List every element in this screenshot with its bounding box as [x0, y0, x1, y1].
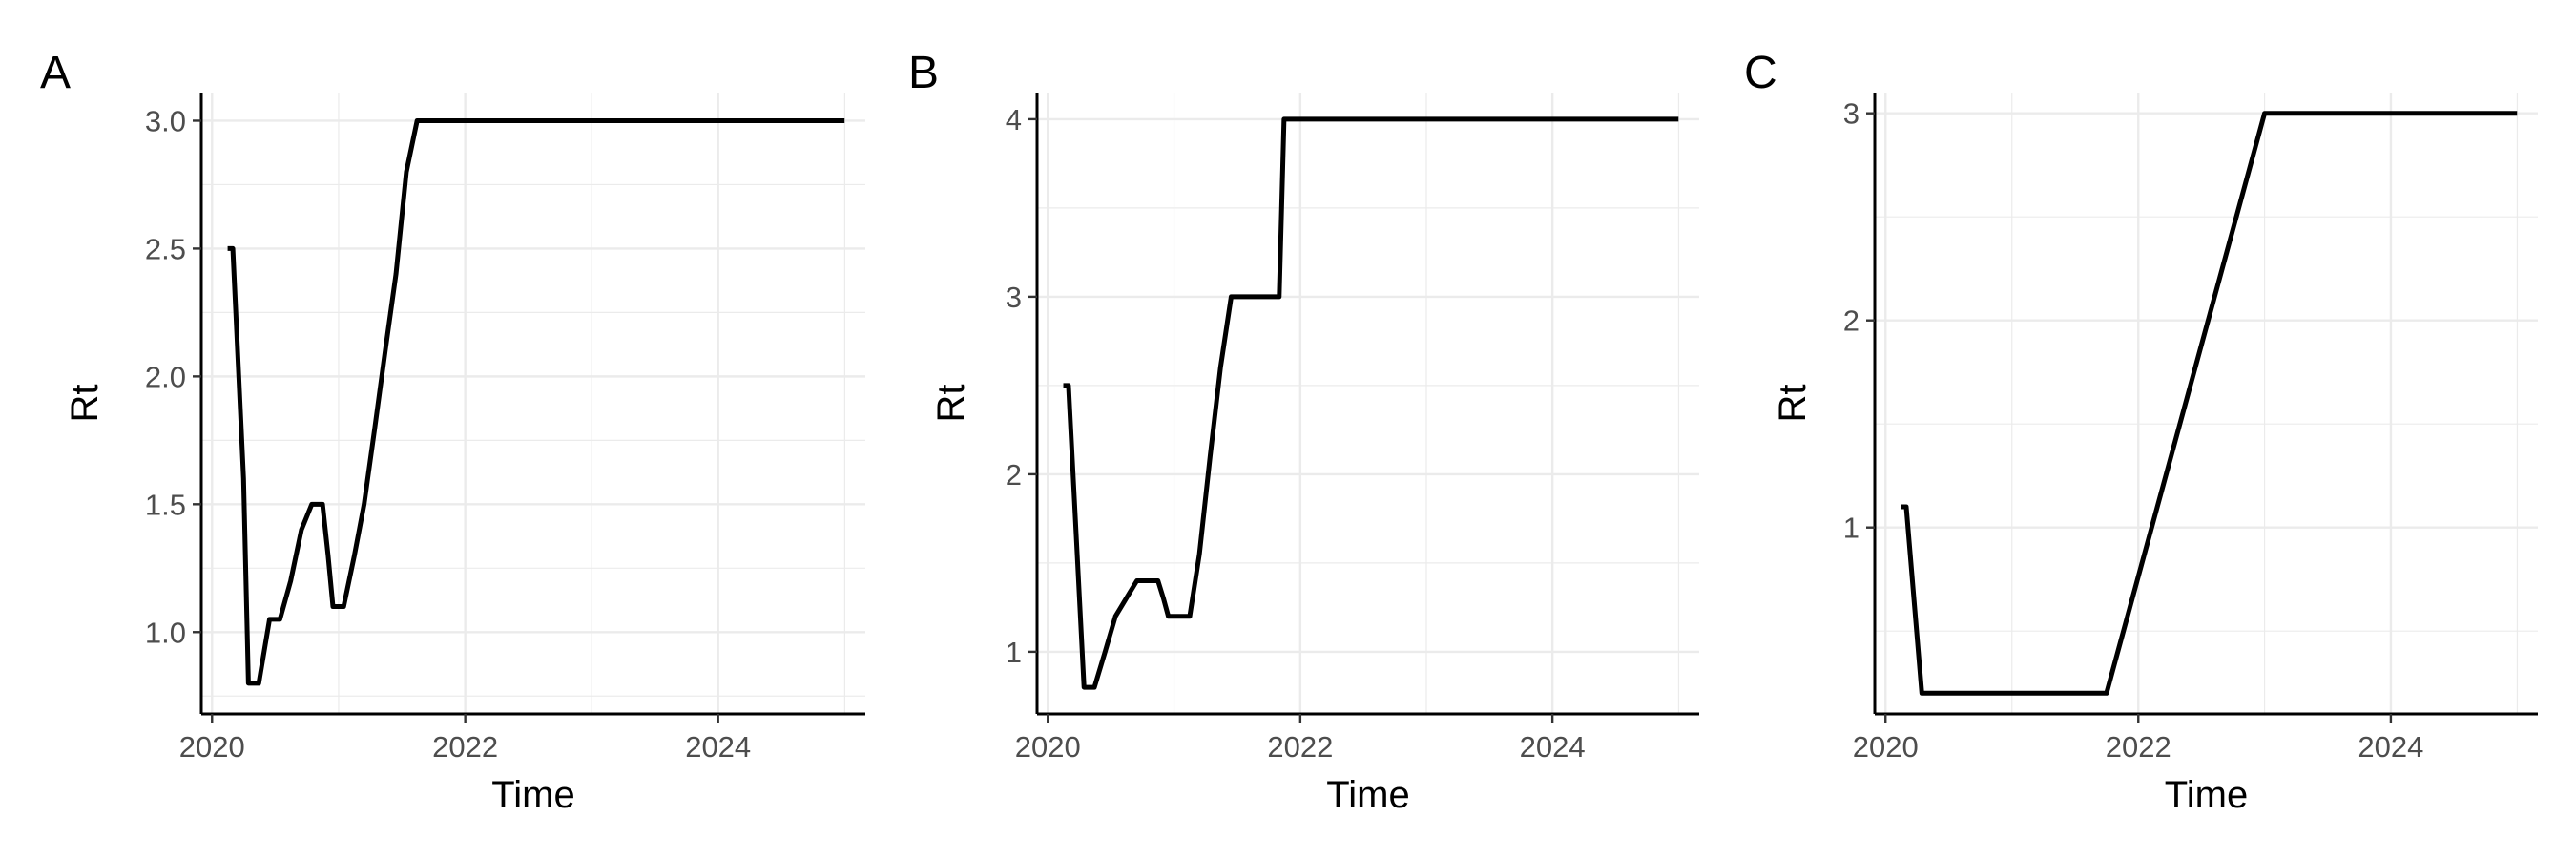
rt-series-line — [227, 117, 845, 686]
rt-series-line — [1901, 111, 2518, 696]
y-axis-title: Rt — [64, 385, 106, 423]
y-tick-label: 2 — [1006, 458, 1022, 492]
x-tick-label: 2020 — [179, 730, 245, 764]
x-axis-title: Time — [1326, 774, 1409, 816]
panel-label: B — [908, 48, 939, 98]
y-axis-title: Rt — [930, 385, 972, 423]
y-tick-label: 4 — [1006, 103, 1022, 136]
x-tick-label: 2020 — [1853, 730, 1919, 764]
x-tick-label: 2024 — [685, 730, 751, 764]
y-tick-label: 1 — [1006, 636, 1022, 669]
x-tick-label: 2022 — [1267, 730, 1333, 764]
x-tick-label: 2022 — [432, 730, 498, 764]
y-axis-title: Rt — [1772, 385, 1814, 423]
panel-c: 1 2 3 2020 2022 2024 Time Rt C — [1744, 48, 2538, 816]
y-tick-label: 2.0 — [145, 360, 186, 393]
x-tick-label: 2024 — [1520, 730, 1586, 764]
y-tick-label: 1.5 — [145, 488, 186, 521]
panel-a: 1.0 1.5 2.0 2.5 3.0 2020 2022 2024 Time Rt A — [40, 48, 865, 816]
y-tick-label: 3 — [1006, 281, 1022, 314]
x-tick-label: 2024 — [2358, 730, 2423, 764]
y-tick-label: 1.0 — [145, 616, 186, 649]
y-tick-label: 3 — [1843, 97, 1859, 131]
y-tick-label: 2 — [1843, 304, 1859, 338]
x-axis-title: Time — [2165, 774, 2248, 816]
y-tick-label: 2.5 — [145, 232, 186, 265]
panel-label: C — [1744, 48, 1777, 98]
rt-series-line — [1063, 116, 1679, 690]
x-tick-label: 2020 — [1015, 730, 1081, 764]
panel-label: A — [40, 48, 71, 98]
y-tick-label: 1 — [1843, 512, 1859, 545]
x-axis-title: Time — [491, 774, 574, 816]
x-tick-label: 2022 — [2106, 730, 2171, 764]
y-tick-label: 3.0 — [145, 104, 186, 137]
panel-b: 1 2 3 4 2020 2022 2024 Time Rt B — [908, 48, 1699, 816]
